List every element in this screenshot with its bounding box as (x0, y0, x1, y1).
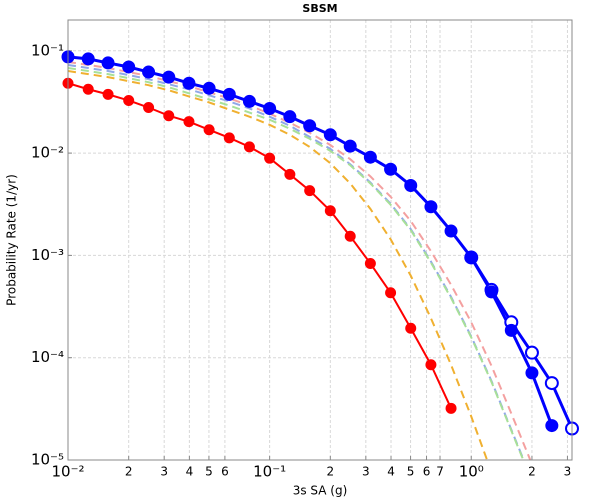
data-point (162, 70, 176, 84)
data-point (163, 110, 175, 122)
plot-area (68, 20, 572, 460)
markers (61, 50, 579, 436)
data-point (404, 179, 418, 193)
data-point (524, 345, 539, 360)
data-point (424, 200, 438, 214)
y-tick-label: 10⁻² (31, 144, 64, 162)
y-axis-label: Probability Rate (1/yr) (5, 174, 19, 306)
data-point (385, 287, 397, 299)
data-point (324, 205, 336, 217)
data-point (323, 128, 337, 142)
data-point (143, 102, 155, 114)
data-point (182, 76, 196, 90)
data-point (363, 150, 377, 164)
data-point (102, 88, 114, 100)
series-line (68, 70, 489, 460)
data-point (284, 168, 296, 180)
x-tick-label: 2 (528, 465, 536, 479)
x-tick-label: 6 (221, 465, 229, 479)
x-tick-label: 2 (327, 465, 335, 479)
x-tick-label: 10⁰ (459, 463, 484, 481)
data-point (101, 56, 115, 70)
x-axis-label: 3s SA (g) (293, 484, 348, 498)
data-point (202, 81, 216, 95)
x-tick-label: 3 (160, 465, 168, 479)
data-point (425, 359, 437, 371)
data-point (504, 323, 518, 337)
data-point (142, 65, 156, 79)
y-tick-label: 10⁻⁴ (31, 348, 64, 366)
x-tick-label: 4 (387, 465, 395, 479)
data-point (122, 60, 136, 74)
data-point (82, 83, 94, 95)
x-tick-label: 5 (205, 465, 213, 479)
x-tick-label: 10⁻¹ (253, 463, 286, 481)
x-tick-label: 7 (436, 465, 444, 479)
series-line (68, 63, 525, 460)
data-point (264, 152, 276, 164)
y-tick-label: 10⁻⁵ (31, 451, 64, 469)
data-point (405, 322, 417, 334)
data-point (183, 116, 195, 128)
data-point (123, 94, 135, 106)
x-tick-label: 5 (407, 465, 415, 479)
plot-frame (67, 19, 573, 461)
x-tick-label: 3 (564, 465, 572, 479)
x-tick-label: 10⁻² (51, 463, 84, 481)
data-point (223, 132, 235, 144)
y-tick-label: 10⁻³ (31, 246, 64, 264)
chart-title: SBSM (302, 2, 337, 15)
y-tick-label: 10⁻¹ (31, 41, 64, 59)
x-tick-label: 2 (125, 465, 133, 479)
x-tick-label: 4 (186, 465, 194, 479)
data-point (283, 110, 297, 124)
data-point (81, 52, 95, 66)
data-point (444, 224, 458, 238)
data-point (203, 124, 215, 136)
data-point (484, 285, 498, 299)
data-point (445, 402, 457, 414)
data-point (344, 230, 356, 242)
data-point (303, 119, 317, 133)
data-point (384, 162, 398, 176)
data-point (304, 185, 316, 197)
data-point (544, 376, 559, 391)
data-point (243, 141, 255, 153)
data-point (545, 419, 559, 433)
data-point (525, 366, 539, 380)
x-tick-label: 6 (423, 465, 431, 479)
data-point (343, 139, 357, 153)
x-tick-label: 3 (362, 465, 370, 479)
data-point (263, 101, 277, 115)
data-point (464, 250, 478, 264)
data-point (364, 257, 376, 269)
series-line (68, 67, 525, 460)
data-point (242, 94, 256, 108)
data-point (222, 87, 236, 101)
